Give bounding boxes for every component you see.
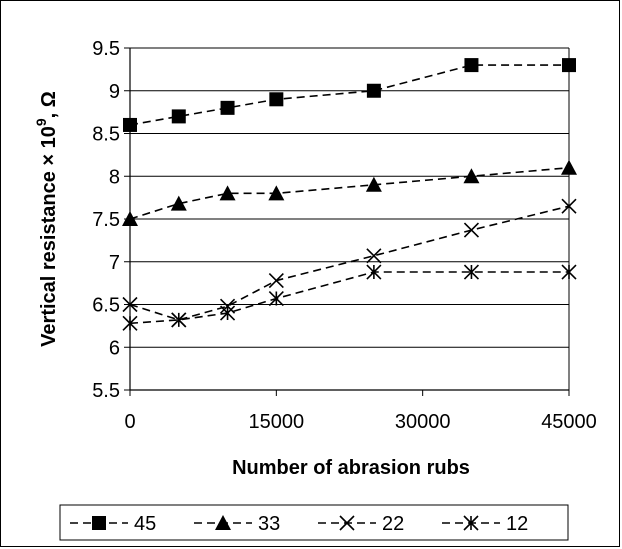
legend-label: 33 <box>258 513 280 535</box>
series-line <box>129 64 569 126</box>
x-tick-label: 0 <box>124 411 135 433</box>
marker-square <box>562 58 576 73</box>
x-tick-labels: 0 15000 30000 45000 <box>124 411 596 433</box>
legend-label: 22 <box>382 513 404 535</box>
marker-x <box>339 515 355 531</box>
gridlines <box>130 47 570 390</box>
y-tick-label: 6.5 <box>92 295 120 317</box>
series-45 <box>123 58 576 132</box>
marker-triangle <box>219 185 236 201</box>
x-axis-title: Number of abrasion rubs <box>232 457 470 479</box>
marker-triangle <box>268 185 285 201</box>
legend-item-45: 45 <box>70 513 156 535</box>
x-tick-label: 30000 <box>395 411 451 433</box>
marker-triangle <box>215 515 231 530</box>
legend-item-33: 33 <box>194 513 280 535</box>
axes <box>124 47 570 396</box>
series-22 <box>122 198 577 328</box>
y-tick-label: 5.5 <box>92 380 120 402</box>
x-tick-label: 45000 <box>541 411 597 433</box>
y-tick-label: 8 <box>109 166 120 188</box>
marker-x <box>122 296 138 313</box>
y-tick-label: 7.5 <box>92 209 120 231</box>
marker-x <box>561 198 577 214</box>
legend-item-12: 12 <box>442 513 528 535</box>
marker-x <box>463 222 480 238</box>
y-tick-label: 9.5 <box>92 38 120 60</box>
series-layer <box>122 58 577 331</box>
marker-square <box>92 516 106 530</box>
marker-asterisk <box>268 290 284 307</box>
marker-triangle <box>365 176 382 192</box>
marker-asterisk <box>122 315 138 331</box>
x-tick-label: 15000 <box>249 411 305 433</box>
y-tick-label: 7 <box>109 252 120 274</box>
marker-triangle <box>463 168 480 184</box>
marker-asterisk <box>561 264 577 280</box>
series-33 <box>122 159 577 226</box>
marker-x <box>268 272 284 289</box>
marker-triangle <box>561 159 577 175</box>
marker-square <box>464 58 479 73</box>
marker-asterisk <box>366 264 382 280</box>
marker-square <box>123 117 137 132</box>
marker-asterisk <box>219 305 236 321</box>
marker-square <box>366 83 381 98</box>
y-tick-label: 8.5 <box>92 124 120 146</box>
series-line <box>129 166 570 220</box>
legend-label: 12 <box>506 513 528 535</box>
marker-x <box>366 248 382 264</box>
y-axis-title: Vertical resistance × 109, Ω <box>33 91 60 347</box>
series-12 <box>122 264 577 331</box>
marker-square <box>220 100 235 115</box>
marker-triangle <box>122 211 138 226</box>
y-tick-label: 6 <box>109 337 120 359</box>
marker-asterisk <box>463 264 480 280</box>
legend: 45 33 22 12 <box>59 504 569 541</box>
y-tick-label: 9 <box>109 81 120 103</box>
marker-asterisk <box>463 515 479 531</box>
marker-asterisk <box>171 312 187 328</box>
marker-triangle <box>170 195 187 211</box>
marker-square <box>171 109 186 124</box>
y-tick-labels: 5.5 6 6.5 7 7.5 8 8.5 9 9.5 <box>92 38 120 402</box>
series-line <box>129 205 570 321</box>
legend-label: 45 <box>134 513 156 535</box>
legend-item-22: 22 <box>318 513 404 535</box>
marker-square <box>269 92 284 107</box>
